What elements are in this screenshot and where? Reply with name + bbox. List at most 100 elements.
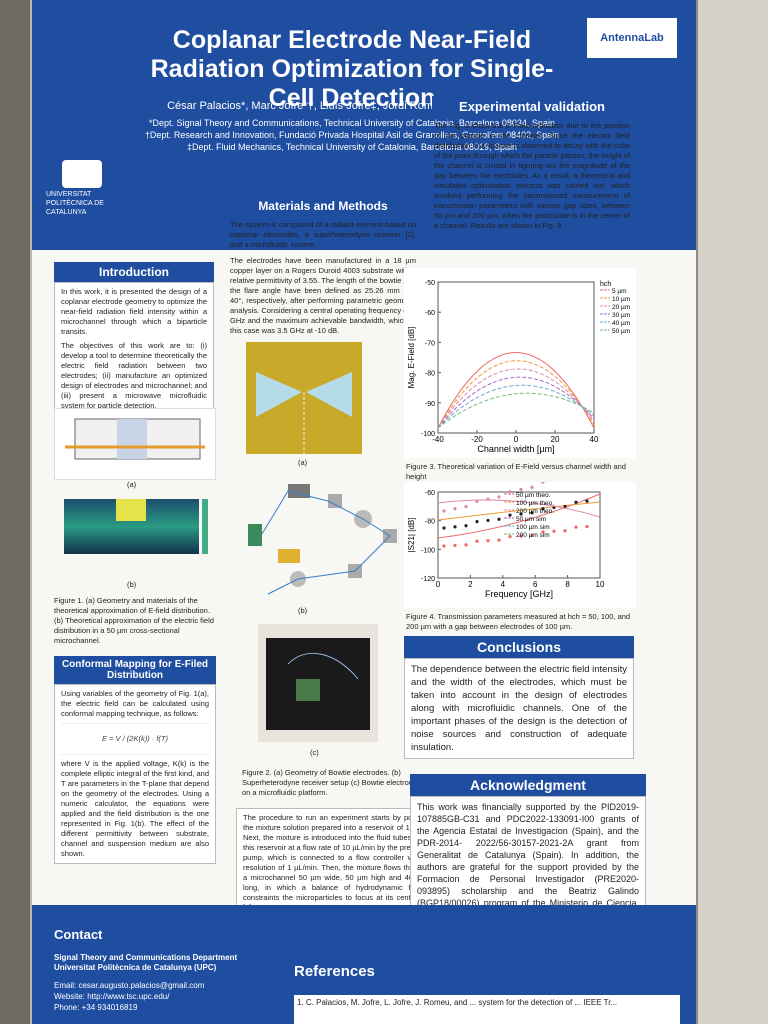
- email: Email: cesar.augusto.palacios@gmail.com: [54, 981, 205, 990]
- sim-point: [508, 490, 512, 494]
- university: Universitat Politècnica de Catalunya (UP…: [54, 963, 217, 972]
- sim-point: [552, 529, 556, 533]
- paragraph: The dependence between the electric fiel…: [404, 658, 634, 759]
- figure-1b: [64, 499, 208, 554]
- device: [278, 549, 300, 563]
- colorbar: [202, 499, 208, 554]
- header: Coplanar Electrode Near-Field Radiation …: [32, 0, 696, 250]
- panel-label: (b): [298, 606, 308, 615]
- figure-3: -40 -20 0 20 40 -100 -90 -80 -70 -60 -50 Channel wi…: [404, 268, 636, 458]
- paragraph: The system is composed of a radiant elem…: [230, 220, 416, 249]
- y-tick-label: -70: [425, 340, 435, 347]
- panel-label: (c): [310, 748, 319, 757]
- text-box: The system is composed of a radiant elem…: [228, 216, 418, 340]
- sim-point: [442, 526, 446, 530]
- y-tick-label: -50: [425, 280, 435, 287]
- conformal: Conformal Mapping for E-Filed Distributi…: [54, 656, 216, 864]
- x-tick-label: 20: [551, 435, 560, 444]
- caption: Figure 1. (a) Geometry and materials of …: [54, 596, 214, 645]
- x-tick-label: 10: [596, 580, 605, 589]
- heading: References: [294, 963, 375, 980]
- validation: Experimental validation The Fig. 3 show …: [432, 96, 632, 235]
- x-tick-label: -20: [471, 435, 483, 444]
- curve: [437, 493, 601, 539]
- logo-mark: [62, 160, 102, 188]
- footer: Contact Signal Theory and Communications…: [32, 905, 696, 1024]
- heading: Contact: [54, 927, 103, 942]
- conclusions: Conclusions The dependence between the e…: [404, 636, 634, 759]
- legend-label: 10 µm: [612, 296, 630, 303]
- x-tick-label: 8: [565, 580, 570, 589]
- procedure: The procedure to run an experiment start…: [236, 808, 436, 918]
- text-box: Using variables of the geometry of Fig. …: [54, 684, 216, 864]
- sim-point: [574, 500, 578, 504]
- legend-label: 200 µm sim: [516, 532, 550, 539]
- legend-label: 5 µm: [612, 288, 627, 295]
- heading: Conformal Mapping for E-Filed Distributi…: [54, 656, 216, 684]
- wall: [695, 0, 768, 1024]
- heading: Materials and Methods: [228, 196, 418, 216]
- panel-label: (a): [298, 458, 308, 467]
- y-tick-label: -80: [425, 519, 435, 526]
- channel: [117, 419, 147, 459]
- sim-point: [563, 504, 567, 509]
- curve: [437, 501, 601, 521]
- x-tick-label: -40: [432, 435, 444, 444]
- sim-point: [519, 487, 523, 492]
- caption: Figure 2. (a) Geometry of Bowtie electro…: [242, 768, 421, 797]
- sim-point: [563, 529, 567, 533]
- x-tick-label: 40: [590, 435, 599, 444]
- y-tick-label: -100: [421, 431, 435, 438]
- panel-label: (b): [127, 580, 137, 589]
- sim-point: [486, 539, 490, 543]
- legend-label: 50 µm theo.: [516, 492, 551, 499]
- legend-label: 100 µm theo.: [516, 500, 554, 507]
- legend-label: 50 µm: [612, 328, 630, 335]
- x-axis-label: Channel width [µm]: [477, 444, 554, 454]
- sim-point: [453, 507, 457, 511]
- block: [288, 484, 310, 498]
- introduction: Introduction In this work, it is present…: [54, 262, 214, 416]
- sim-point: [585, 499, 589, 503]
- website: Website: http://www.tsc.upc.edu/: [54, 992, 170, 1001]
- curve: [437, 368, 595, 429]
- figure-2b: [248, 484, 397, 595]
- figure-1a: [54, 408, 216, 480]
- plot-bg: [404, 268, 636, 458]
- sim-point: [541, 530, 545, 534]
- department: Signal Theory and Communications Departm…: [54, 953, 238, 962]
- x-axis-label: Frequency [GHz]: [485, 589, 553, 599]
- x-tick-label: 4: [501, 580, 506, 589]
- caption: Figure 3. Theoretical variation of E-Fie…: [406, 462, 626, 481]
- plot-bg: [404, 482, 636, 608]
- curve: [437, 352, 595, 429]
- curve: [437, 384, 595, 429]
- poster: Coplanar Electrode Near-Field Radiation …: [32, 0, 696, 1024]
- paragraph: In this work, it is presented the design…: [61, 287, 207, 336]
- phone: Phone: +34 934016819: [54, 1003, 138, 1012]
- paragraph: The objectives of this work are to: (i) …: [61, 341, 207, 410]
- sim-point: [497, 517, 501, 521]
- legend-label: 30 µm: [612, 312, 630, 319]
- board: [296, 679, 320, 701]
- bowtie: [256, 372, 302, 417]
- wall: [0, 0, 30, 1024]
- sim-point: [475, 519, 479, 524]
- x-tick-label: 0: [436, 580, 441, 589]
- y-tick-label: -80: [425, 371, 435, 378]
- y-axis-label: |S21| [dB]: [407, 518, 416, 553]
- x-tick-label: 0: [514, 435, 519, 444]
- curve: [437, 392, 595, 429]
- heading: Introduction: [54, 262, 214, 282]
- y-tick-label: -90: [425, 401, 435, 408]
- paragraph: The Fig. 3 show the E-Field reduction du…: [434, 121, 630, 230]
- title: Coplanar Electrode Near-Field Radiation …: [150, 26, 554, 112]
- sim-point: [530, 533, 534, 538]
- sim-point: [464, 524, 468, 528]
- curve: [437, 499, 601, 518]
- affiliation: †Dept. Research and Innovation, Fundació…: [144, 130, 560, 140]
- sim-point: [541, 507, 545, 511]
- panel-label: (a): [127, 480, 137, 489]
- sim-point: [486, 518, 490, 523]
- caption: Figure 4. Transmission parameters measur…: [406, 612, 631, 631]
